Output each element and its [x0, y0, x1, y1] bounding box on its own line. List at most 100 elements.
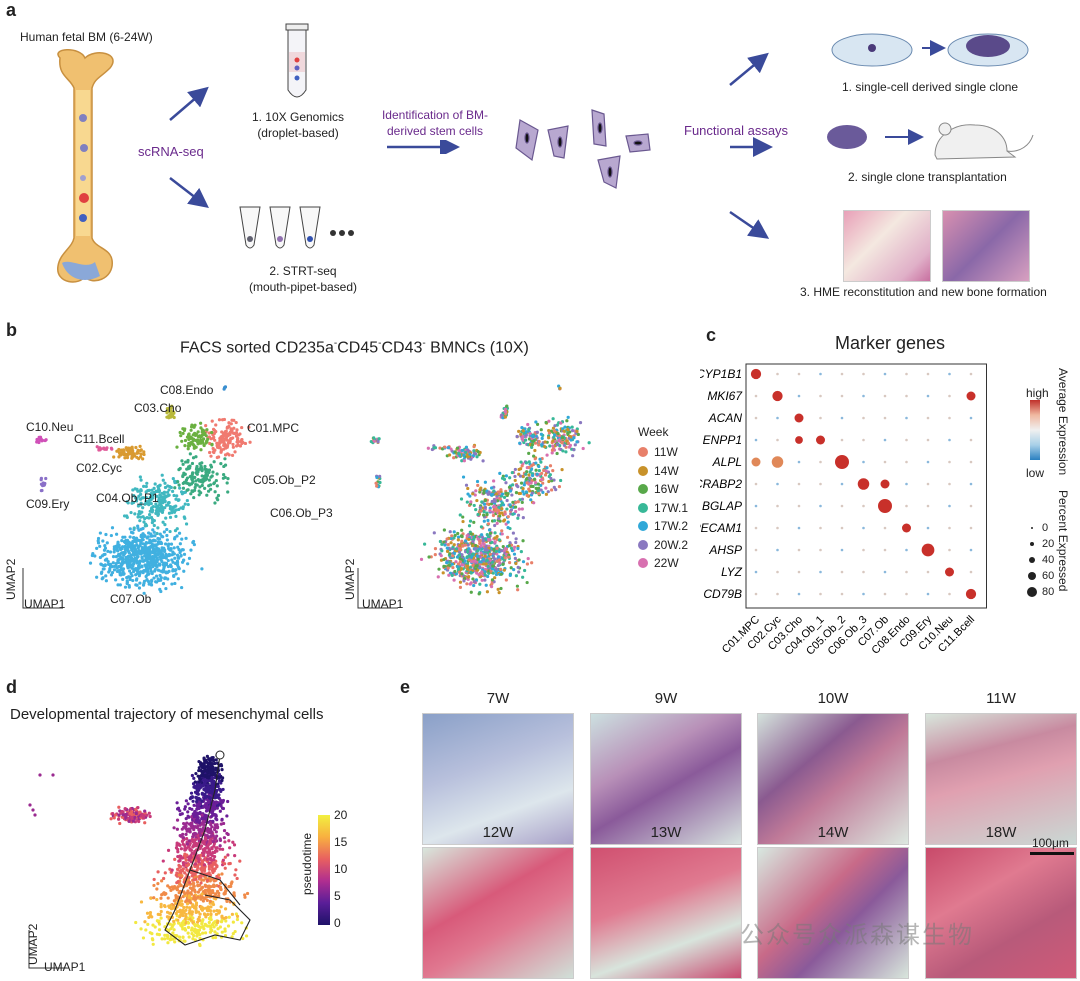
umap-point [514, 509, 518, 514]
umap-point [153, 569, 157, 573]
umap-point [165, 527, 169, 532]
trajectory-point [213, 823, 217, 827]
umap-point [532, 501, 536, 505]
umap-point [222, 464, 226, 469]
trajectory-point [159, 905, 163, 909]
trajectory-point [210, 863, 214, 867]
trajectory-point [233, 873, 237, 877]
dot [948, 548, 951, 552]
umap-point [466, 543, 470, 547]
umap-point [95, 445, 99, 449]
dot [948, 438, 951, 442]
trajectory-point [207, 861, 211, 865]
umap-point [174, 572, 178, 576]
trajectory-point [193, 780, 197, 784]
umap-point [473, 559, 477, 563]
umap-point [112, 568, 117, 572]
umap-point [109, 533, 113, 538]
umap-point [154, 580, 158, 584]
trajectory-point [206, 762, 210, 767]
trajectory-point [180, 874, 184, 878]
umap-point [477, 592, 481, 596]
umap-point [550, 451, 554, 455]
trajectory-point [184, 858, 188, 862]
umap-point [472, 445, 476, 449]
trajectory-point [199, 853, 203, 857]
gene-tick-label: CD79B [703, 587, 742, 601]
trajectory-point [190, 931, 194, 936]
umap-point [544, 469, 548, 473]
umap-point [495, 552, 499, 556]
dot [883, 372, 887, 376]
trajectory-point [205, 898, 209, 902]
umap-point [559, 421, 563, 425]
pseudotime-ticks: 20 15 10 5 0 [334, 808, 364, 932]
umap-point [467, 524, 472, 528]
trajectory-point [196, 792, 200, 796]
umap-point [539, 478, 544, 482]
umap-point [466, 492, 470, 496]
umap-point [117, 544, 121, 548]
dot [905, 394, 908, 398]
panel-c-label: c [706, 325, 717, 345]
umap-point [504, 481, 508, 485]
pct-legend-label: 40 [1041, 554, 1055, 566]
trajectory-point [213, 930, 217, 934]
trajectory-point [179, 847, 183, 851]
dot [754, 416, 758, 420]
trajectory-point [152, 883, 156, 888]
umap-point [453, 450, 457, 454]
umap-point [522, 483, 526, 487]
trajectory-point [166, 896, 170, 900]
trajectory-point [196, 824, 200, 828]
umap-point [156, 542, 160, 546]
scrnaseq-label: scRNA-seq [138, 144, 204, 159]
dot [754, 592, 758, 596]
trajectory-point [222, 836, 226, 840]
dot [819, 592, 822, 596]
umap-point [207, 484, 211, 488]
trajectory-point [221, 847, 225, 851]
umap-point [211, 427, 216, 432]
trajectory-point [219, 905, 223, 909]
umap-point [106, 549, 110, 553]
dot [948, 482, 951, 486]
trajectory-point [209, 927, 213, 931]
umap-clusters-plot [22, 385, 252, 609]
umap-point [44, 476, 48, 481]
umap-point [138, 543, 142, 548]
umap-point [142, 520, 146, 524]
dot [883, 592, 887, 596]
trajectory-point [212, 803, 216, 807]
colorbar-label: pseudotime [300, 832, 314, 895]
umap-point [495, 559, 499, 563]
dot [966, 391, 976, 401]
umap-point [490, 567, 495, 571]
umap-point [161, 501, 165, 505]
trajectory-point [134, 920, 138, 925]
umap-point [106, 559, 110, 564]
umap-point [154, 502, 158, 506]
umap-point [555, 451, 559, 456]
umap-point [129, 530, 134, 534]
trajectory-point [187, 935, 191, 939]
dot [819, 570, 822, 574]
gene-tick-label: BGLAP [702, 499, 742, 513]
umap-point [452, 530, 456, 534]
trajectory-point [149, 896, 153, 900]
umap-point [481, 539, 485, 543]
trajectory-point [240, 921, 244, 925]
trajectory-point [210, 901, 215, 906]
umap-point [134, 558, 139, 563]
cluster-label: C02.Cyc [76, 461, 123, 475]
umap-point [44, 438, 48, 442]
trajectory-point [219, 788, 223, 792]
trajectory-point [197, 831, 202, 835]
dot [905, 504, 908, 508]
umap-point [445, 537, 449, 541]
umap-point [152, 576, 156, 580]
umap-point [178, 466, 182, 471]
umap-point [550, 488, 554, 492]
umap-point [144, 484, 148, 489]
umap-point [481, 459, 485, 463]
